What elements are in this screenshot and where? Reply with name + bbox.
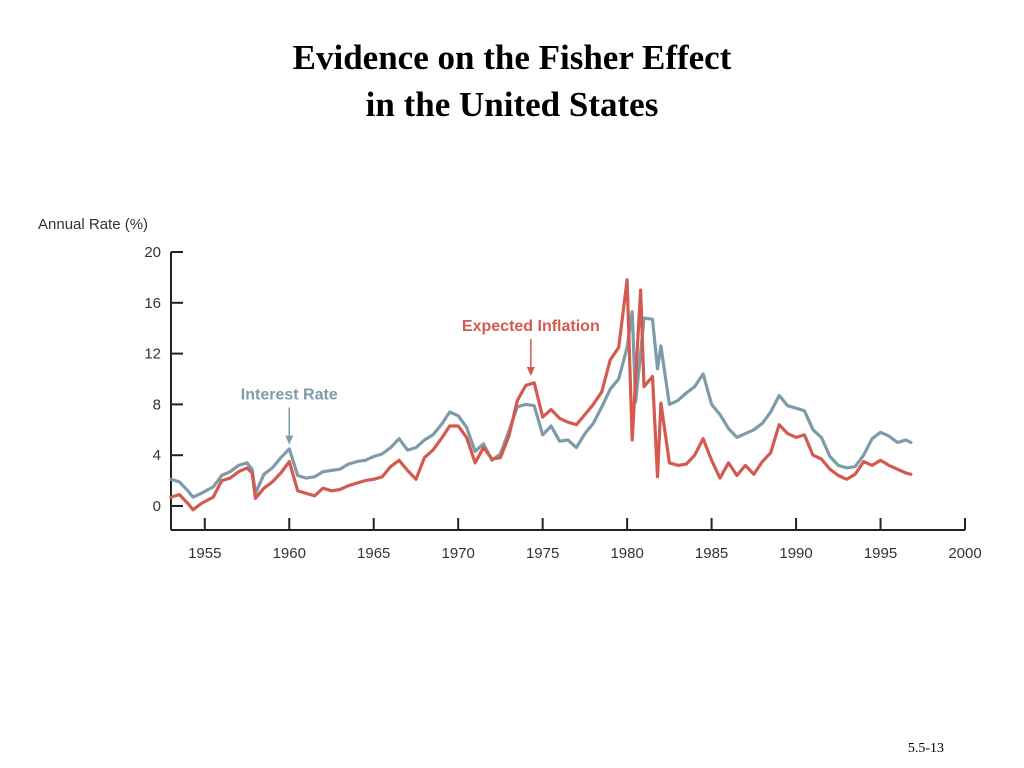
slide-title: Evidence on the Fisher Effect in the Uni…	[0, 34, 1024, 128]
x-tick-label: 1995	[864, 545, 897, 562]
x-tick-label: 1990	[779, 545, 812, 562]
y-tick-label: 4	[153, 447, 161, 464]
x-tick-label: 1955	[188, 545, 221, 562]
x-tick-label: 1960	[273, 545, 306, 562]
slide-title-line-2: in the United States	[365, 85, 659, 124]
x-tick-label: 1965	[357, 545, 390, 562]
series-line-interest-rate	[169, 310, 913, 499]
x-tick-label: 1975	[526, 545, 559, 562]
series-line-expected-inflation	[169, 278, 913, 512]
x-tick-label: 2000	[948, 545, 981, 562]
slide-title-line-1: Evidence on the Fisher Effect	[292, 38, 732, 77]
x-tick-label: 1970	[442, 545, 475, 562]
page-number: 5.5-13	[907, 741, 944, 756]
annotation-arrowhead-expected-inflation	[526, 367, 535, 376]
annotation-arrowhead-interest-rate	[285, 435, 294, 445]
y-tick-label: 16	[144, 295, 161, 312]
annotation-label-expected-inflation: Expected Inflation	[462, 318, 600, 335]
annotation-label-interest-rate: Interest Rate	[241, 387, 338, 404]
y-tick-label: 8	[153, 396, 161, 413]
y-tick-label: 0	[153, 498, 161, 515]
y-tick-label: 12	[144, 346, 161, 363]
x-tick-label: 1985	[695, 545, 728, 562]
y-axis-label: Annual Rate (%)	[38, 216, 148, 233]
x-tick-label: 1980	[610, 545, 643, 562]
chart-annotations: Interest Rate Expected Inflation	[241, 318, 600, 445]
y-tick-label: 20	[144, 244, 161, 261]
chart-axes: 0 4 8 12 16 20 1955 1960 1965 1970 1975 1980 1985 199…	[144, 244, 981, 562]
chart-series	[169, 278, 913, 512]
